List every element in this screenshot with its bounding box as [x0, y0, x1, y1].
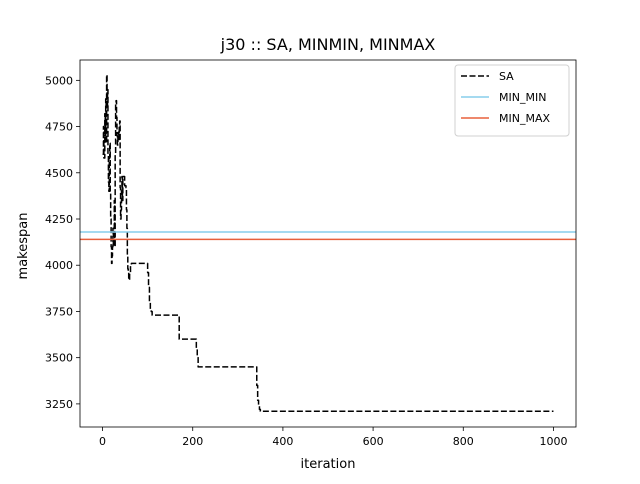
y-tick-label: 3500	[45, 352, 73, 365]
x-tick-label: 1000	[539, 435, 567, 448]
y-tick-label: 4750	[45, 121, 73, 134]
plot-area	[80, 74, 576, 413]
x-tick-label: 800	[453, 435, 474, 448]
legend-label: SA	[499, 70, 514, 83]
x-tick-label: 600	[363, 435, 384, 448]
legend-label: MIN_MIN	[499, 91, 546, 104]
chart-title: j30 :: SA, MINMIN, MINMAX	[220, 35, 436, 54]
x-tick-label: 0	[99, 435, 106, 448]
y-tick-label: 4000	[45, 259, 73, 272]
y-tick-label: 4250	[45, 213, 73, 226]
x-tick-label: 400	[272, 435, 293, 448]
x-axis-label: iteration	[301, 457, 356, 472]
x-tick-label: 200	[182, 435, 203, 448]
series-line-sa	[102, 74, 554, 413]
axes-frame	[79, 59, 577, 428]
y-axis-label: makespan	[16, 213, 31, 280]
legend-label: MIN_MAX	[499, 112, 550, 125]
y-tick-label: 3250	[45, 398, 73, 411]
y-tick-label: 3750	[45, 305, 73, 318]
y-tick-label: 4500	[45, 167, 73, 180]
legend: SA MIN_MIN MIN_MAX	[454, 64, 570, 137]
y-tick-label: 5000	[45, 74, 73, 87]
axes: 0 200 400 600 800 1000 3250 3500 3750 4000 4250 450…	[45, 59, 577, 448]
